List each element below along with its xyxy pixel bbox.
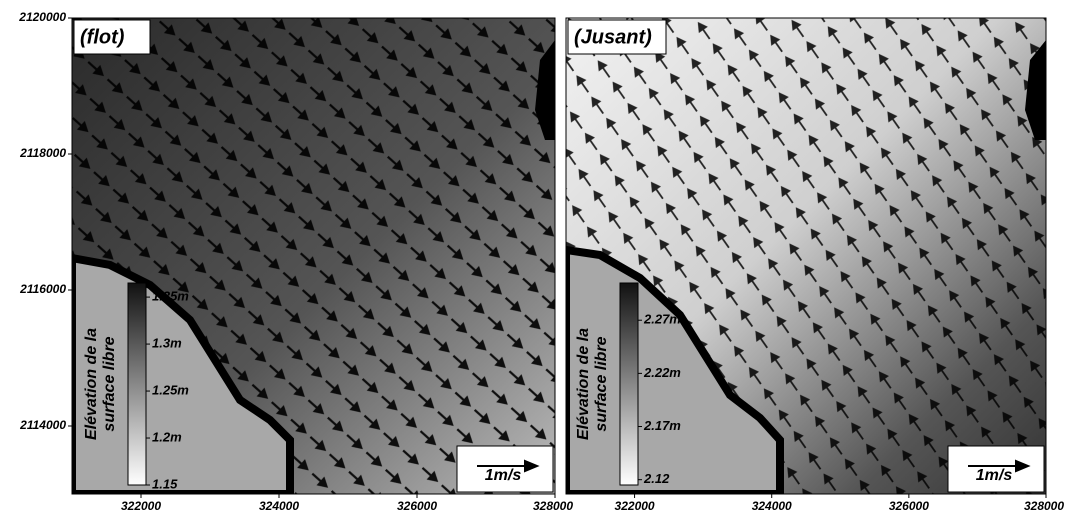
colorbar-tick-label: 2.22m: [643, 365, 681, 380]
colorbar-tick-label: 1.35m: [152, 289, 189, 304]
colorbar-tick-label: 2.12: [643, 471, 670, 486]
colorbar: [620, 283, 638, 485]
colorbar-tick-label: 2.17m: [643, 418, 681, 433]
x-tick-label: 324000: [752, 499, 792, 513]
colorbar-tick-label: 1.15: [152, 476, 178, 491]
scale-label: 1m/s: [485, 467, 522, 484]
colorbar-title: surface libre: [101, 336, 118, 431]
colorbar-title: surface libre: [593, 336, 610, 431]
y-tick-label: 2120000: [18, 10, 66, 24]
y-tick-label: 2116000: [19, 282, 66, 296]
colorbar-title: Elévation de la: [83, 328, 100, 440]
panel-label: (Jusant): [574, 26, 652, 48]
colorbar-title: Elévation de la: [575, 328, 592, 440]
y-tick-label: 2118000: [19, 146, 66, 160]
scale-label: 1m/s: [976, 467, 1013, 484]
colorbar-tick-label: 2.27m: [643, 312, 681, 327]
panel-label: (flot): [80, 26, 125, 48]
y-tick-label: 2114000: [19, 418, 66, 432]
x-tick-label: 322000: [121, 499, 161, 513]
colorbar-tick-label: 1.2m: [152, 429, 182, 444]
colorbar: [128, 283, 146, 485]
figure: 322000 324000 326000 328000 2114000 2116000 21…: [0, 0, 1077, 520]
x-tick-label: 326000: [889, 499, 929, 513]
colorbar-tick-label: 1.25m: [152, 382, 189, 397]
x-tick-label: 326000: [397, 499, 437, 513]
colorbar-tick-label: 1.3m: [152, 336, 182, 351]
x-tick-label: 322000: [615, 499, 655, 513]
x-tick-label: 324000: [259, 499, 299, 513]
x-tick-label: 328000: [533, 499, 573, 513]
x-tick-label: 328000: [1024, 499, 1064, 513]
